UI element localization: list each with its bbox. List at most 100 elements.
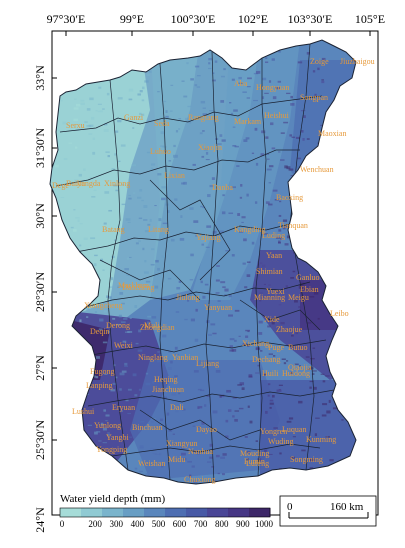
county-label: Leibo (330, 309, 349, 318)
county-label: Dege (52, 181, 69, 190)
scale-bar: 0 160 km (279, 495, 377, 527)
county-label: Zhaojue (276, 325, 303, 334)
county-label: Yongping (96, 445, 127, 454)
county-label: Jiuzhaigou (340, 57, 375, 66)
legend-tick-label: 200 (88, 519, 102, 529)
county-label: Litang (148, 225, 169, 234)
legend-tick-label: 600 (173, 519, 187, 529)
legend-swatch (60, 508, 82, 517)
county-label: Butuo (288, 343, 308, 352)
county-label: Yongren (260, 427, 287, 436)
county-label: Nanhua (188, 447, 213, 456)
county-label: Fumin (244, 457, 265, 466)
region-outline (49, 39, 357, 485)
county-label: Dayao (196, 425, 217, 434)
county-labels: Zoige Aba Hongyuan Songpan Jiuzhaigou Serxu Ga… (52, 57, 375, 484)
lat-label: 28°30′N (33, 272, 47, 312)
lat-label: 25°30′N (33, 420, 47, 460)
county-label: Rangtang (188, 113, 219, 122)
county-label: Derong (106, 321, 130, 330)
county-label: Kunming (306, 435, 336, 444)
county-label: Yangbi (106, 433, 130, 442)
legend-swatch (186, 508, 208, 517)
county-label: Weixi (114, 341, 134, 350)
county-label: Huili (262, 369, 279, 378)
latitude-labels: 33°N 31°30′N 30°N 28°30′N 27°N 25°30′N 2… (33, 65, 47, 533)
legend-swatch (165, 508, 187, 517)
legend: Water yield depth (mm) 0 200 300 400 500 600 7… (59, 493, 274, 529)
county-label: Yuexi (266, 287, 285, 296)
county-label: Ganluo (296, 273, 320, 282)
legend-title: Water yield depth (mm) (60, 493, 165, 505)
lon-label: 105°E (355, 12, 385, 26)
county-label: Zhongdian (140, 323, 175, 332)
lat-label: 31°30′N (33, 128, 47, 168)
county-label: Seda (154, 119, 170, 128)
county-label: Ninglang (138, 353, 168, 362)
county-label: Heishui (264, 111, 290, 120)
county-label: Fugong (90, 367, 114, 376)
county-label: Deqin (90, 327, 110, 336)
scale-end: 160 km (330, 501, 364, 513)
county-label: Wuding (268, 437, 293, 446)
lon-label: 102°E (238, 12, 268, 26)
county-label: Aba (234, 79, 248, 88)
county-boundaries (55, 43, 335, 483)
county-label: Xiaojin (198, 143, 222, 152)
county-label: Binchuan (132, 423, 163, 432)
legend-colorbar (59, 507, 271, 518)
county-label: Lixian (164, 171, 185, 180)
legend-swatch (228, 508, 250, 517)
county-label: Serxu (66, 121, 85, 130)
county-label: Heqing (154, 375, 178, 384)
county-label: Wenchuan (300, 165, 334, 174)
county-label: Jiangda (76, 179, 101, 188)
county-label: Hongyuan (256, 83, 289, 92)
lat-label: 33°N (33, 65, 47, 91)
county-label: Muli (144, 321, 160, 330)
legend-swatch (123, 508, 145, 517)
county-label: Yanbian (172, 353, 198, 362)
county-label: Luding (262, 231, 285, 240)
county-label: Mianning (254, 293, 285, 302)
county-label: Mouding (240, 449, 269, 458)
legend-tick-label: 0 (60, 519, 65, 529)
county-label: Danba (212, 183, 233, 192)
county-label: Batang (102, 225, 125, 234)
legend-swatch (207, 508, 229, 517)
county-label: Dechang (252, 355, 280, 364)
county-label: Luquan (282, 425, 306, 434)
county-label: Lanping (86, 381, 113, 390)
county-label: Baiyu (66, 179, 85, 188)
legend-swatch (144, 508, 166, 517)
legend-tick-label: 900 (236, 519, 250, 529)
county-label: Xide (264, 315, 280, 324)
longitude-ticks (65, 31, 371, 36)
county-label: Kangding (234, 225, 266, 234)
latitude-ticks (52, 77, 57, 516)
longitude-labels: 97°30′E 99°E 100°30′E 102°E 103°30′E 105… (47, 12, 385, 26)
county-label: Xiangcheng (84, 301, 123, 310)
county-label: Yaan (266, 251, 282, 260)
lat-label: 30°N (33, 203, 47, 229)
county-label: Xiangyun (166, 439, 198, 448)
legend-tick-label: 800 (215, 519, 229, 529)
county-label: Zoige (310, 57, 329, 66)
county-label: Yajiang (196, 233, 221, 242)
county-label: Eryuan (112, 403, 135, 412)
county-label: Ganzi (124, 113, 144, 122)
scale-start: 0 (287, 501, 293, 513)
county-label: Xinlong (104, 179, 130, 188)
legend-tick-label: 1000 (255, 519, 274, 529)
county-label: Tianquan (278, 221, 308, 230)
legend-tick-label: 700 (194, 519, 208, 529)
county-label: Jianchuan (152, 385, 184, 394)
lon-label: 99°E (120, 12, 144, 26)
lon-label: 100°30′E (171, 12, 216, 26)
county-label: Baoxing (276, 193, 303, 202)
lat-label: 24°N (33, 507, 47, 533)
legend-ticks: 0 200 300 400 500 600 700 800 900 1000 (60, 519, 274, 529)
legend-tick-label: 400 (131, 519, 145, 529)
county-label: Puge (268, 343, 284, 352)
